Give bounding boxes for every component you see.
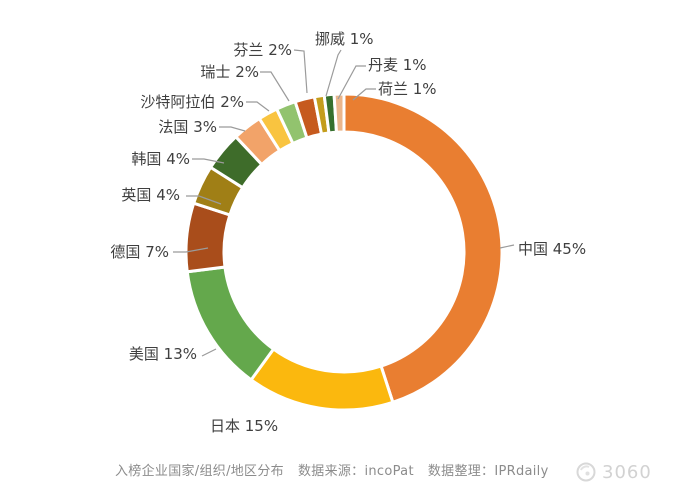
caption-data-curator: 数据整理：IPRdaily: [427, 464, 549, 479]
slice-label-1: 日本 15%: [210, 417, 279, 435]
donut-slice-12: [332, 92, 346, 134]
slice-label-11: 丹麦 1%: [368, 56, 427, 74]
slice-label-12: 荷兰 1%: [378, 80, 437, 98]
caption-chart-name: 入榜企业国家/组织/地区分布: [115, 464, 284, 479]
leader-line-6: [219, 126, 246, 132]
slice-label-2: 美国 13%: [128, 345, 197, 363]
watermark-logo-icon: [576, 462, 596, 482]
chart-caption: 入榜企业国家/组织/地区分布 数据来源：incoPat 数据整理：IPRdaily: [115, 460, 549, 479]
slice-label-3: 德国 7%: [110, 243, 169, 261]
slice-label-7: 沙特阿拉伯 2%: [140, 93, 244, 111]
watermark: 3060: [575, 461, 652, 483]
slice-label-5: 韩国 4%: [131, 150, 190, 168]
donut-slices: [184, 92, 504, 412]
leader-line-4: [186, 195, 222, 205]
slice-label-10: 挪威 1%: [315, 30, 374, 48]
slice-label-8: 瑞士 2%: [200, 63, 259, 81]
label-leader-lines: [173, 49, 515, 357]
donut-slice-1: [249, 346, 395, 412]
slice-label-4: 英国 4%: [121, 186, 180, 204]
leader-line-7: [246, 101, 270, 112]
leader-line-9: [293, 49, 308, 94]
watermark-text: 3060: [602, 461, 652, 483]
leader-line-3: [173, 247, 209, 253]
leader-line-2: [201, 348, 217, 357]
slice-label-0: 中国 45%: [518, 240, 587, 258]
leader-line-0: [499, 244, 515, 249]
leader-line-8: [260, 71, 290, 102]
caption-data-source: 数据来源：incoPat: [297, 464, 414, 479]
leader-line-12: [352, 88, 376, 101]
leader-line-11: [337, 65, 366, 100]
leader-line-10: [325, 49, 342, 97]
donut-slice-0: [342, 92, 504, 405]
donut-slice-2: [185, 265, 276, 382]
slice-label-9: 芬兰 2%: [233, 41, 292, 59]
leader-line-5: [192, 158, 225, 164]
slice-label-6: 法国 3%: [158, 118, 217, 136]
